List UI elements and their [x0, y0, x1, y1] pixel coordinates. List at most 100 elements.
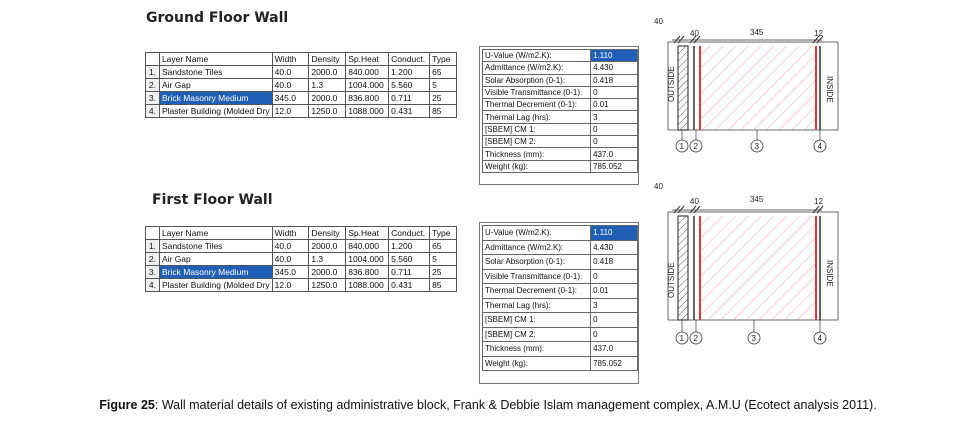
prop-value[interactable]: 0	[590, 122, 638, 137]
brick-masonry-layer	[700, 46, 816, 130]
corner-cell	[145, 226, 160, 240]
layer-spheat: 1088.000	[345, 104, 390, 118]
prop-value[interactable]: 0	[590, 85, 638, 100]
sandstone-layer	[677, 215, 689, 321]
layer-spheat: 1004.000	[345, 252, 390, 266]
ground-floor-title: Ground Floor Wall	[146, 10, 289, 26]
prop-value[interactable]: 437.0	[590, 341, 638, 357]
prop-value[interactable]: 1.110	[590, 48, 638, 63]
layer-name: Brick Masonry Medium	[158, 265, 273, 279]
ground-props-panel: U-Value (W/m2.K): 1.110 Admittance (W/m2.…	[479, 46, 639, 185]
table-row-selected[interactable]: 3. Brick Masonry Medium 345.0 2000.0 836…	[145, 265, 457, 279]
col-conduct: Conduct.	[388, 226, 431, 240]
table-row[interactable]: 1. Sandstone Tiles 40.0 2000.0 840.000 1…	[145, 65, 457, 79]
prop-value[interactable]: 0.418	[590, 254, 638, 270]
col-type: Type	[429, 52, 457, 66]
prop-value[interactable]: 785.052	[590, 355, 638, 371]
prop-value[interactable]: 0	[590, 135, 638, 149]
layer-name: Air Gap	[158, 252, 273, 266]
prop-key: Thickness (mm):	[481, 147, 592, 161]
prop-row: Thickness (mm): 437.0	[481, 147, 638, 161]
col-type: Type	[429, 226, 457, 240]
layer-width: 12.0	[271, 104, 310, 118]
col-conduct: Conduct.	[388, 52, 431, 66]
layer-width: 345.0	[271, 265, 310, 279]
prop-row: [SBEM] CM 1: 0	[481, 312, 638, 328]
layer-width: 40.0	[271, 252, 310, 266]
first-props-table: U-Value (W/m2.K): 1.110 Admittance (W/m2.…	[481, 225, 638, 371]
prop-row: Thermal Lag (hrs): 3	[481, 297, 638, 313]
prop-value[interactable]: 0	[590, 312, 638, 328]
marker-label: 4	[818, 142, 823, 151]
prop-key: [SBEM] CM 1:	[481, 122, 592, 137]
layer-density: 1250.0	[308, 278, 347, 292]
row-index: 1.	[145, 239, 160, 253]
prop-value[interactable]: 0.01	[590, 283, 638, 299]
prop-value[interactable]: 437.0	[590, 147, 638, 161]
layer-density: 1250.0	[308, 104, 347, 118]
layer-type: 25	[429, 265, 457, 279]
prop-key: Admittance (W/m2.K):	[481, 239, 592, 255]
table-row[interactable]: 2. Air Gap 40.0 1.3 1004.000 5.560 5	[145, 252, 457, 266]
layer-density: 1.3	[308, 78, 347, 92]
prop-key: U-Value (W/m2.K):	[481, 225, 592, 241]
prop-row: Thermal Decrement (0-1): 0.01	[481, 283, 638, 299]
ground-layers-table: Layer Name Width Density Sp.Heat Conduct…	[145, 52, 457, 118]
table-row[interactable]: 4. Plaster Building (Molded Dry 12.0 125…	[145, 104, 457, 118]
table-row[interactable]: 4. Plaster Building (Molded Dry 12.0 125…	[145, 278, 457, 292]
layer-density: 2000.0	[308, 91, 347, 105]
prop-value[interactable]: 0.418	[590, 73, 638, 87]
outside-label: OUTSIDE	[667, 262, 676, 298]
layer-spheat: 1088.000	[345, 278, 390, 292]
layer-name: Brick Masonry Medium	[158, 91, 273, 105]
prop-row: [SBEM] CM 1: 0	[481, 122, 638, 137]
col-width: Width	[271, 226, 310, 240]
layer-type: 85	[429, 278, 457, 292]
row-index: 2.	[145, 78, 160, 92]
layer-type: 5	[429, 78, 457, 92]
layer-conduct: 0.431	[388, 104, 431, 118]
row-index: 4.	[145, 104, 160, 118]
prop-key: Thickness (mm):	[481, 341, 592, 357]
prop-value[interactable]: 0	[590, 326, 638, 342]
prop-key: Thermal Decrement (0-1):	[481, 283, 592, 299]
inside-label: INSIDE	[825, 260, 834, 287]
prop-value[interactable]: 1.110	[590, 225, 638, 241]
table-row[interactable]: 1. Sandstone Tiles 40.0 2000.0 840.000 1…	[145, 239, 457, 253]
layer-conduct: 1.200	[388, 65, 431, 79]
dim-label: 12	[814, 197, 823, 206]
prop-row: Thermal Decrement (0-1): 0.01	[481, 98, 638, 112]
marker-label: 3	[752, 334, 757, 343]
prop-value[interactable]: 785.052	[590, 159, 638, 173]
dim-label: 345	[750, 195, 764, 204]
layer-spheat: 1004.000	[345, 78, 390, 92]
row-index: 3.	[145, 91, 160, 105]
col-density: Density	[308, 226, 347, 240]
prop-value[interactable]: 4.430	[590, 239, 638, 255]
layer-type: 85	[429, 104, 457, 118]
prop-key: Admittance (W/m2.K):	[481, 61, 592, 75]
prop-value[interactable]: 3	[590, 110, 638, 124]
marker-circle	[689, 139, 703, 153]
prop-row: [SBEM] CM 2: 0	[481, 135, 638, 149]
layer-density: 2000.0	[308, 265, 347, 279]
layer-density: 1.3	[308, 252, 347, 266]
first-floor-title: First Floor Wall	[152, 192, 273, 208]
layer-width: 345.0	[271, 91, 310, 105]
marker-label: 4	[818, 334, 823, 343]
first-wall-section-diagram: 40 40 345 12 OUTSIDE INSIDE 1 2 3 4	[654, 182, 839, 345]
prop-value[interactable]: 0	[590, 268, 638, 284]
marker-label: 2	[694, 334, 699, 343]
layer-conduct: 5.560	[388, 78, 431, 92]
table-row-selected[interactable]: 3. Brick Masonry Medium 345.0 2000.0 836…	[145, 91, 457, 105]
layer-spheat: 836.800	[345, 265, 390, 279]
prop-value[interactable]: 3	[590, 297, 638, 313]
table-header-row: Layer Name Width Density Sp.Heat Conduct…	[145, 52, 457, 66]
layer-name: Plaster Building (Molded Dry	[158, 278, 273, 292]
prop-value[interactable]: 0.01	[590, 98, 638, 112]
layer-type: 5	[429, 252, 457, 266]
table-row[interactable]: 2. Air Gap 40.0 1.3 1004.000 5.560 5	[145, 78, 457, 92]
layer-conduct: 1.200	[388, 239, 431, 253]
prop-value[interactable]: 4.430	[590, 61, 638, 75]
marker-circle	[675, 139, 689, 153]
